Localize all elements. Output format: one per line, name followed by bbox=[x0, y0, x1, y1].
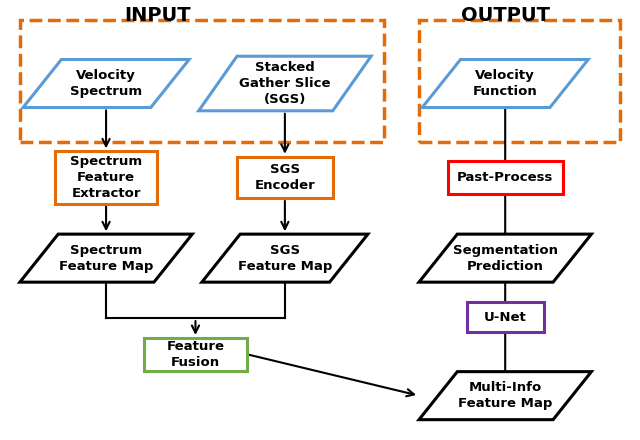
Polygon shape bbox=[419, 372, 591, 420]
Polygon shape bbox=[23, 59, 189, 107]
Polygon shape bbox=[20, 234, 192, 282]
Text: INPUT: INPUT bbox=[124, 6, 191, 25]
Polygon shape bbox=[198, 56, 371, 111]
Text: SGS
Encoder: SGS Encoder bbox=[255, 163, 316, 192]
Text: Past-Process: Past-Process bbox=[457, 171, 554, 184]
Text: SGS
Feature Map: SGS Feature Map bbox=[237, 244, 332, 273]
Polygon shape bbox=[419, 234, 591, 282]
Text: OUTPUT: OUTPUT bbox=[461, 6, 550, 25]
Text: Velocity
Function: Velocity Function bbox=[473, 69, 538, 98]
Polygon shape bbox=[202, 234, 368, 282]
FancyBboxPatch shape bbox=[467, 302, 543, 332]
Text: Feature
Fusion: Feature Fusion bbox=[166, 340, 225, 369]
Text: Multi-Info
Feature Map: Multi-Info Feature Map bbox=[458, 381, 552, 410]
Text: Spectrum
Feature Map: Spectrum Feature Map bbox=[59, 244, 153, 273]
Text: Spectrum
Feature
Extractor: Spectrum Feature Extractor bbox=[70, 155, 142, 200]
Text: Segmentation
Prediction: Segmentation Prediction bbox=[452, 244, 557, 273]
Polygon shape bbox=[422, 59, 588, 107]
Text: Velocity
Spectrum: Velocity Spectrum bbox=[70, 69, 142, 98]
Text: U-Net: U-Net bbox=[484, 311, 527, 323]
FancyBboxPatch shape bbox=[145, 338, 246, 370]
FancyBboxPatch shape bbox=[55, 151, 157, 204]
FancyBboxPatch shape bbox=[448, 161, 563, 194]
Text: Stacked
Gather Slice
(SGS): Stacked Gather Slice (SGS) bbox=[239, 61, 331, 106]
FancyBboxPatch shape bbox=[237, 157, 333, 198]
